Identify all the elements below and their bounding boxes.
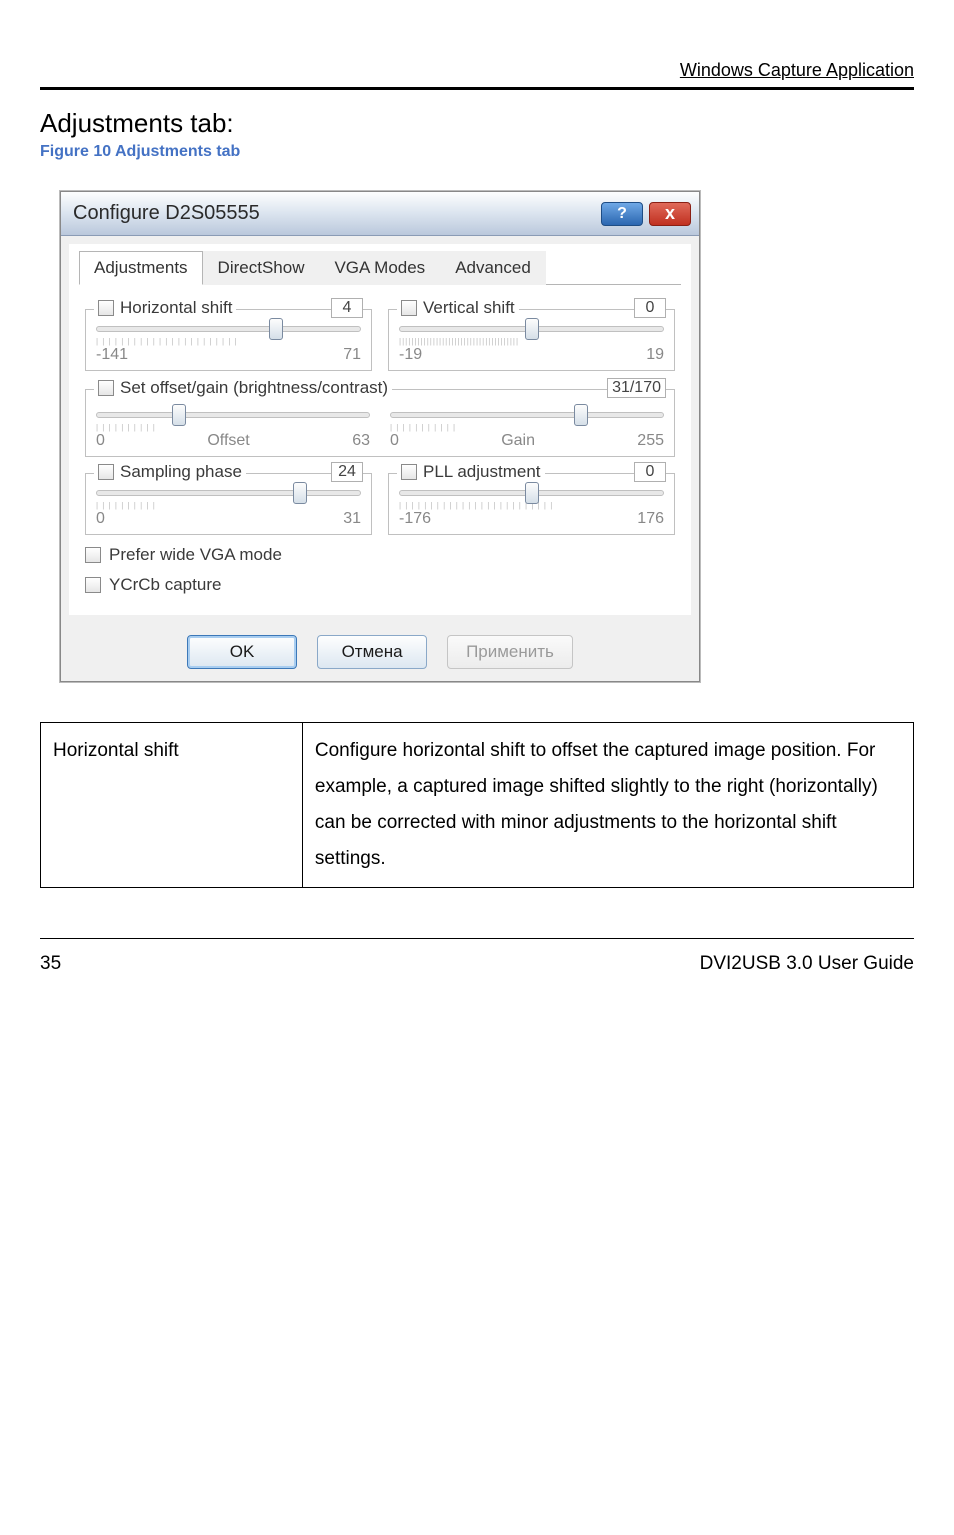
vshift-min: -19	[399, 346, 422, 364]
doc-title: DVI2USB 3.0 User Guide	[700, 953, 914, 975]
sphase-track[interactable]	[96, 490, 361, 496]
group-offset-gain: Set offset/gain (brightness/contrast) 31…	[85, 389, 675, 457]
dialog-title: Configure D2S05555	[73, 202, 260, 225]
offgain-value: 31/170	[607, 378, 666, 398]
tab-adjustments[interactable]: Adjustments	[79, 251, 203, 285]
offgain-label: Set offset/gain (brightness/contrast)	[120, 378, 388, 398]
dialog-body: Adjustments DirectShow VGA Modes Advance…	[69, 244, 691, 615]
offset-mid: Offset	[207, 432, 249, 450]
group-sampling-phase: Sampling phase 24 | | | | | | | | | | 0 …	[85, 473, 372, 535]
tabpanel-adjustments: Horizontal shift 4 | | | | | | | | | | |…	[79, 285, 681, 605]
ycrcb-checkbox[interactable]	[85, 577, 101, 593]
hshift-value: 4	[331, 298, 363, 318]
offset-max: 63	[352, 432, 370, 450]
offset-thumb[interactable]	[172, 404, 186, 426]
description-table: Horizontal shift Configure horizontal sh…	[40, 722, 914, 888]
tabstrip: Adjustments DirectShow VGA Modes Advance…	[79, 250, 681, 285]
table-row: Horizontal shift Configure horizontal sh…	[41, 723, 914, 888]
vshift-label: Vertical shift	[423, 298, 515, 318]
configure-dialog: Configure D2S05555 ? x Adjustments Direc…	[60, 191, 700, 682]
sphase-min: 0	[96, 510, 105, 528]
titlebar: Configure D2S05555 ? x	[61, 192, 699, 236]
gain-ticks: | | | | | | | | | | |	[390, 422, 664, 432]
offgain-checkbox[interactable]	[98, 380, 114, 396]
page-footer: 35 DVI2USB 3.0 User Guide	[40, 938, 914, 975]
group-horizontal-shift: Horizontal shift 4 | | | | | | | | | | |…	[85, 309, 372, 371]
figure-caption: Figure 10 Adjustments tab	[40, 143, 914, 161]
hshift-thumb[interactable]	[269, 318, 283, 340]
cancel-button[interactable]: Отмена	[317, 635, 427, 669]
pll-value: 0	[634, 462, 666, 482]
hshift-min: -141	[96, 346, 128, 364]
hshift-checkbox[interactable]	[98, 300, 114, 316]
page-number: 35	[40, 953, 61, 975]
desc-text: Configure horizontal shift to offset the…	[302, 723, 913, 888]
offset-min: 0	[96, 432, 105, 450]
apply-button[interactable]: Применить	[447, 635, 573, 669]
sphase-label: Sampling phase	[120, 462, 242, 482]
pll-track[interactable]	[399, 490, 664, 496]
sphase-value: 24	[331, 462, 363, 482]
desc-term: Horizontal shift	[41, 723, 303, 888]
section-heading: Adjustments tab:	[40, 108, 914, 139]
vshift-track[interactable]	[399, 326, 664, 332]
hshift-max: 71	[343, 346, 361, 364]
group-vertical-shift: Vertical shift 0 |||||||||||||||||||||||…	[388, 309, 675, 371]
ok-button[interactable]: OK	[187, 635, 297, 669]
vshift-thumb[interactable]	[525, 318, 539, 340]
vshift-max: 19	[646, 346, 664, 364]
offset-track[interactable]	[96, 412, 370, 418]
gain-max: 255	[637, 432, 664, 450]
tab-vga-modes[interactable]: VGA Modes	[319, 251, 440, 285]
hshift-ticks: | | | | | | | | | | | | | | | | | | | | …	[96, 336, 361, 346]
ycrcb-label: YCrCb capture	[109, 575, 221, 595]
pll-min: -176	[399, 510, 431, 528]
tab-directshow[interactable]: DirectShow	[203, 251, 320, 285]
hshift-label: Horizontal shift	[120, 298, 232, 318]
pll-thumb[interactable]	[525, 482, 539, 504]
gain-min: 0	[390, 432, 399, 450]
sphase-checkbox[interactable]	[98, 464, 114, 480]
wide-vga-checkbox[interactable]	[85, 547, 101, 563]
hshift-track[interactable]	[96, 326, 361, 332]
pll-label: PLL adjustment	[423, 462, 541, 482]
pll-checkbox[interactable]	[401, 464, 417, 480]
sphase-thumb[interactable]	[293, 482, 307, 504]
group-pll-adjustment: PLL adjustment 0 | | | | | | | | | | | |…	[388, 473, 675, 535]
close-button[interactable]: x	[649, 202, 691, 226]
sphase-ticks: | | | | | | | | | |	[96, 500, 361, 510]
offset-ticks: | | | | | | | | | |	[96, 422, 370, 432]
sphase-max: 31	[343, 510, 361, 528]
vshift-value: 0	[634, 298, 666, 318]
help-button[interactable]: ?	[601, 202, 643, 226]
tab-advanced[interactable]: Advanced	[440, 251, 546, 285]
dialog-footer: OK Отмена Применить	[61, 623, 699, 681]
wide-vga-label: Prefer wide VGA mode	[109, 545, 282, 565]
pll-max: 176	[637, 510, 664, 528]
gain-thumb[interactable]	[574, 404, 588, 426]
running-header: Windows Capture Application	[40, 60, 914, 90]
gain-mid: Gain	[501, 432, 535, 450]
gain-track[interactable]	[390, 412, 664, 418]
vshift-checkbox[interactable]	[401, 300, 417, 316]
